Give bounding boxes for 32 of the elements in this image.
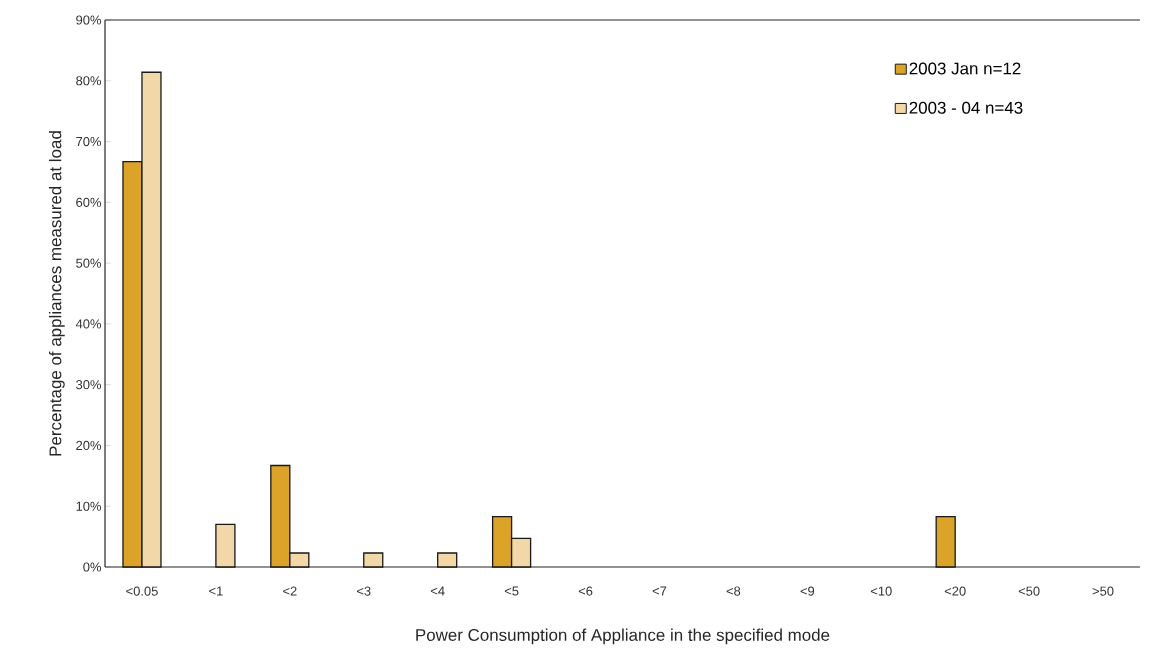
bar [363, 552, 384, 568]
x-tick-label: <9 [800, 586, 815, 596]
y-axis-title: Percentage of appliances measured at load [48, 131, 65, 456]
x-tick-label: <20 [944, 586, 966, 596]
legend-label: 2003 - 04 n=43 [909, 101, 1023, 114]
y-tick-label: 50% [76, 258, 102, 268]
y-tick-label: 60% [76, 197, 102, 208]
bar [437, 552, 458, 568]
x-tick-label: >50 [1092, 586, 1114, 596]
x-tick-label: <6 [578, 586, 593, 596]
x-tick-label: <5 [504, 586, 519, 596]
x-tick-label: <8 [726, 586, 741, 596]
y-tick-label: 20% [76, 441, 102, 451]
legend-label: 2003 Jan n=12 [909, 62, 1021, 75]
y-tick-label: 30% [76, 380, 102, 390]
y-tick-label: 70% [76, 137, 102, 147]
x-tick-label: <10 [870, 586, 892, 596]
y-tick-label: 40% [75, 319, 102, 329]
x-tick-label: <1 [209, 586, 223, 596]
x-axis-title: Power Consumption of Appliance in the specified mode [416, 628, 830, 645]
bar [215, 523, 236, 568]
bar [935, 516, 956, 568]
y-tick-label: 0% [83, 562, 102, 572]
y-tick-label: 80% [76, 76, 102, 86]
x-tick-label: <3 [357, 586, 371, 596]
y-tick-label: 90% [76, 15, 102, 25]
x-tick-label: <4 [430, 586, 445, 596]
x-tick-label: <50 [1018, 586, 1040, 596]
x-tick-label: <0.05 [126, 586, 158, 596]
x-tick-label: <2 [283, 586, 297, 596]
x-tick-label: <7 [652, 586, 667, 596]
y-tick-label: 10% [76, 501, 102, 511]
